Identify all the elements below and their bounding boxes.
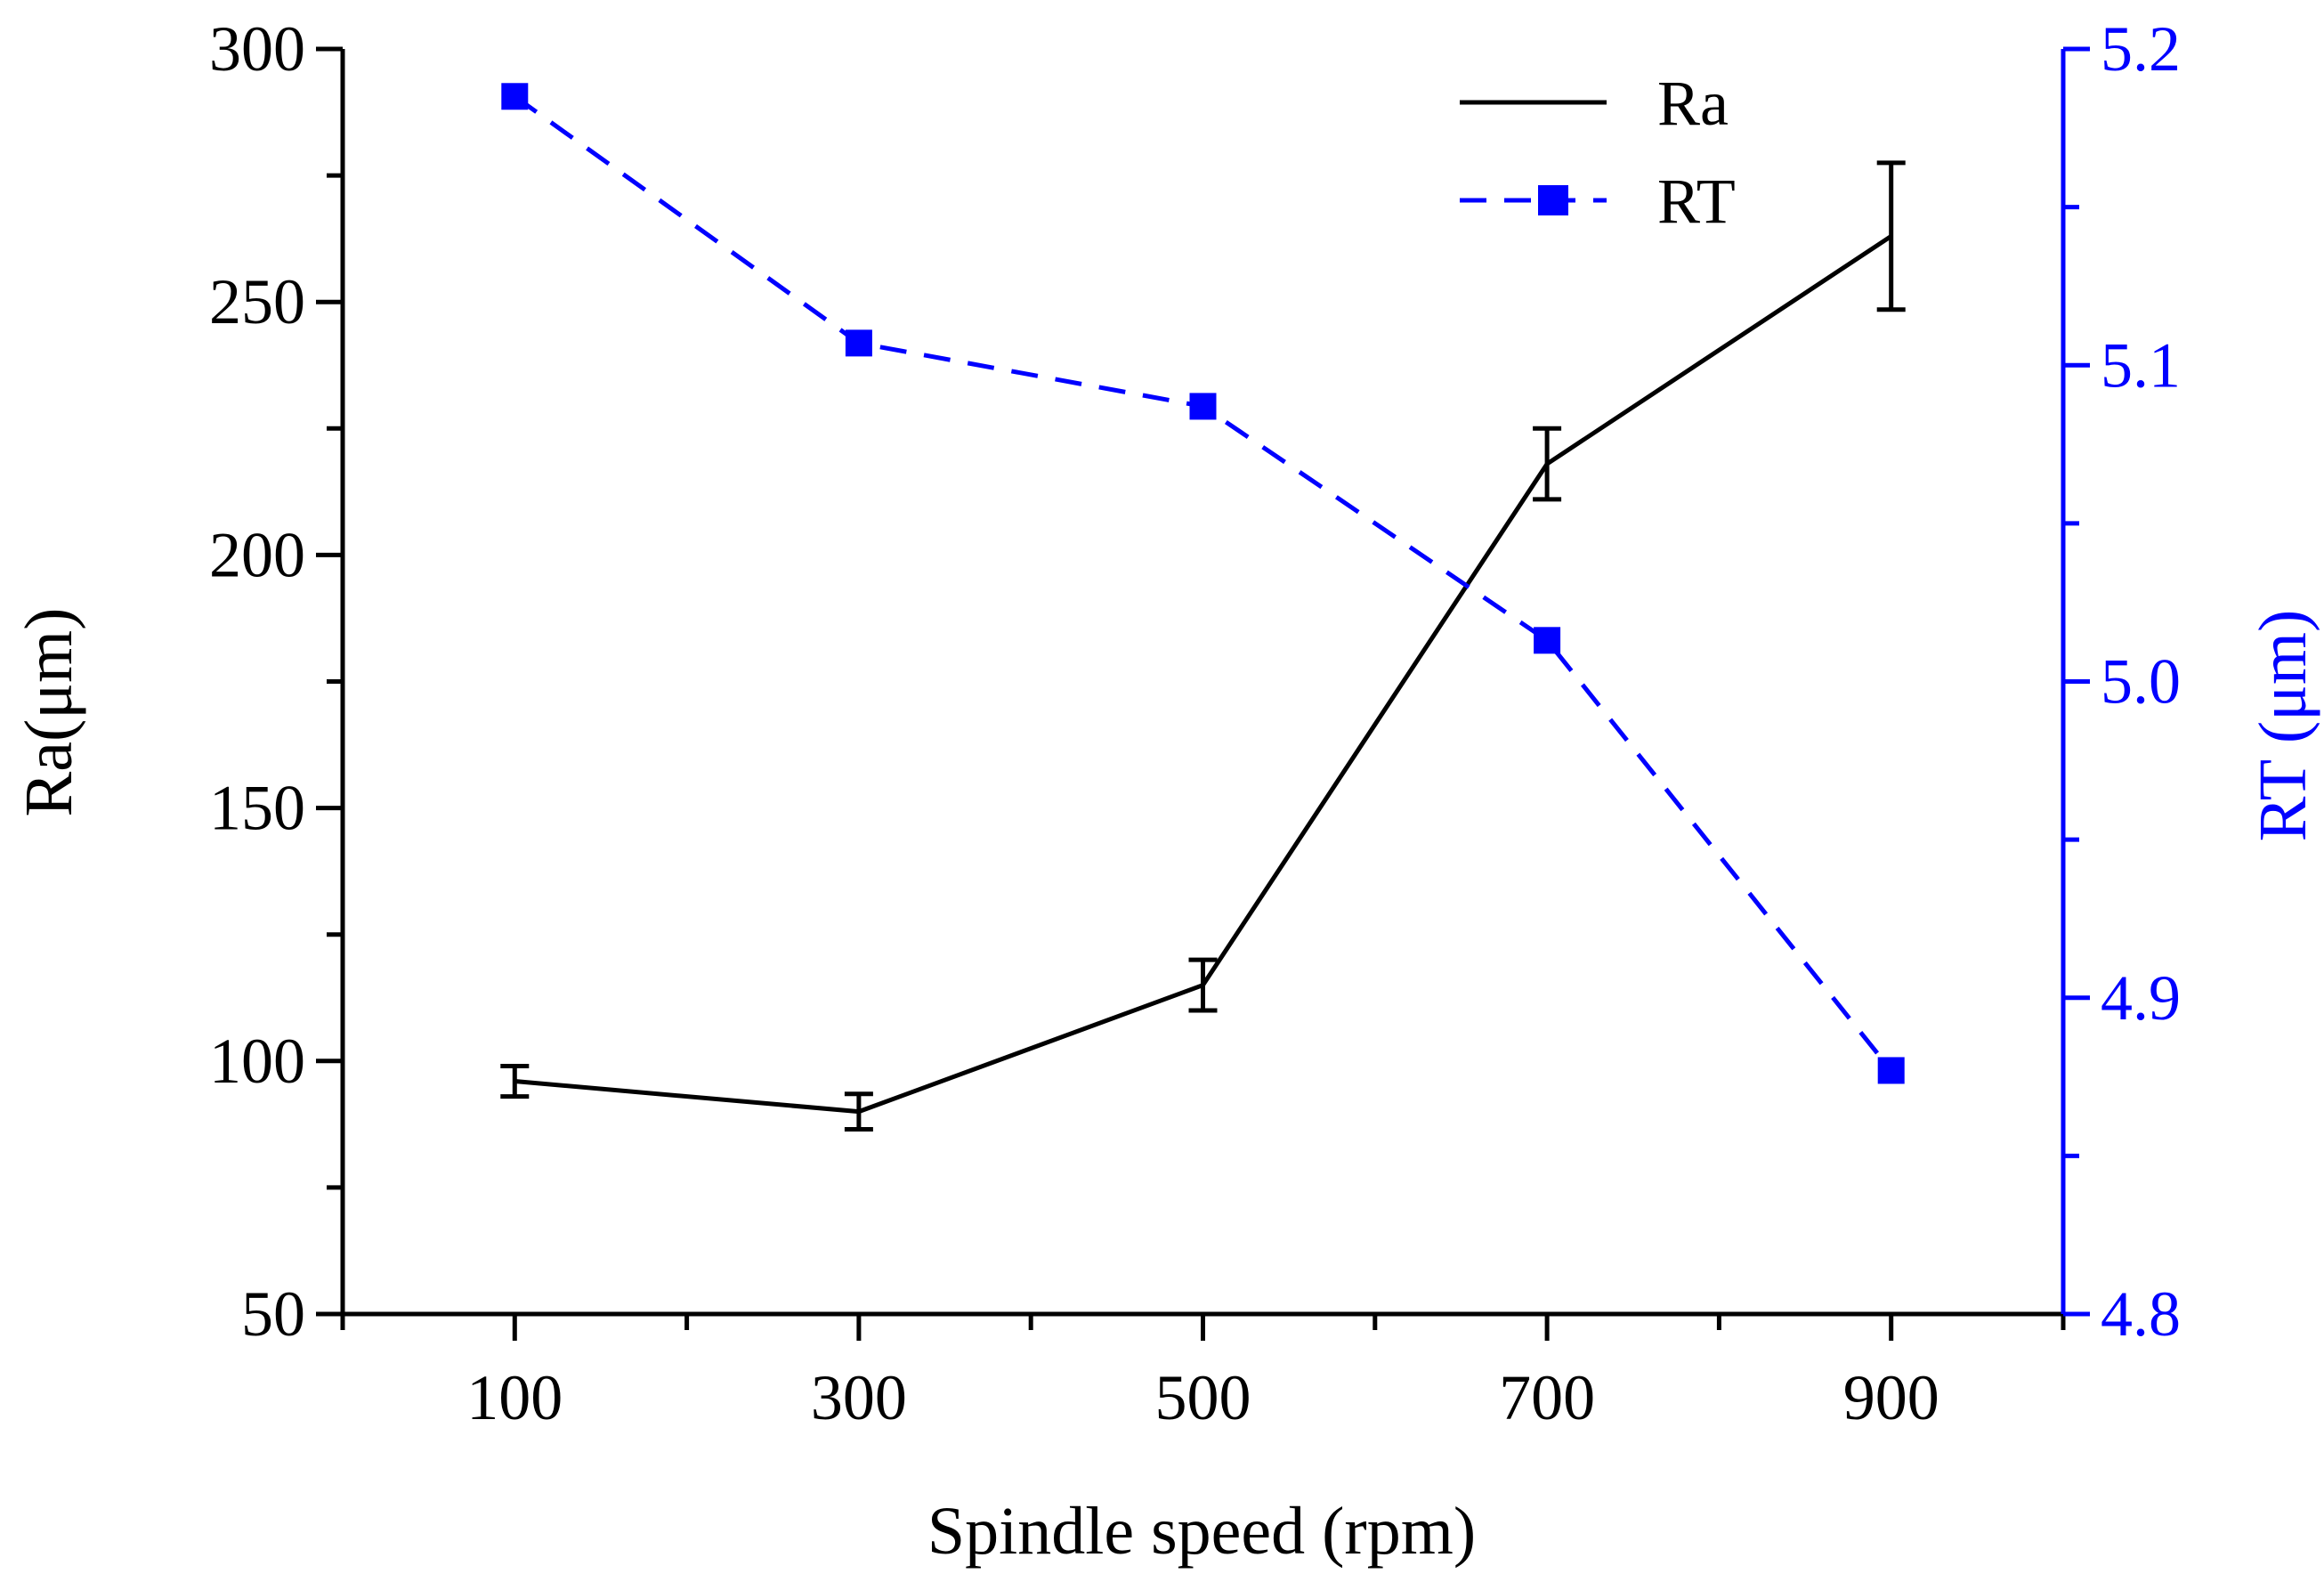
y-left-tick-label: 50: [241, 1278, 305, 1350]
y-left-tick-label: 250: [209, 266, 305, 337]
x-tick-label: 900: [1843, 1362, 1939, 1433]
y-left-axis-title: Ra(μm): [12, 608, 86, 817]
legend: Ra RT: [1460, 68, 1736, 237]
y-right-tick-label: 5.0: [2101, 646, 2181, 718]
ra-series: [500, 160, 1906, 1132]
y-right-tick-label: 4.9: [2101, 962, 2181, 1034]
rt-marker: [1189, 393, 1217, 420]
x-tick-label: 500: [1155, 1362, 1251, 1433]
rt-marker: [845, 329, 872, 357]
y-left-tick-label: 150: [209, 773, 305, 844]
legend-rt-label: RT: [1657, 166, 1736, 237]
ra-error-bar: [500, 1063, 530, 1099]
ra-error-bar: [844, 1091, 873, 1132]
legend-ra-label: Ra: [1657, 68, 1729, 139]
rt-marker: [1534, 627, 1561, 654]
y-right-axis-title: RT (μm): [2246, 610, 2320, 842]
y-right-tick-label: 5.1: [2101, 329, 2181, 401]
axes: 100 300 500 700 900 50 100 150 200 250 300 4.8 4.9 5.…: [209, 13, 2181, 1433]
y-left-tick-label: 200: [209, 519, 305, 590]
y-right-tick-label: 5.2: [2101, 13, 2181, 85]
x-tick-label: 100: [466, 1362, 563, 1433]
y-left-tick-label: 300: [209, 13, 305, 85]
x-axis-title: Spindle speed (rpm): [927, 1494, 1476, 1569]
rt-series: [501, 83, 1905, 1084]
y-left-tick-label: 100: [209, 1026, 305, 1097]
x-tick-label: 300: [811, 1362, 907, 1433]
rt-marker: [501, 83, 529, 110]
legend-rt-marker: [1538, 185, 1568, 215]
ra-error-bar: [1188, 957, 1218, 1013]
rt-line: [513, 94, 1893, 1073]
ra-error-bar: [1533, 426, 1562, 502]
ra-error-bar: [1876, 160, 1906, 312]
y-right-tick-label: 4.8: [2101, 1278, 2181, 1350]
rt-marker: [1877, 1057, 1905, 1084]
x-tick-label: 700: [1499, 1362, 1595, 1433]
